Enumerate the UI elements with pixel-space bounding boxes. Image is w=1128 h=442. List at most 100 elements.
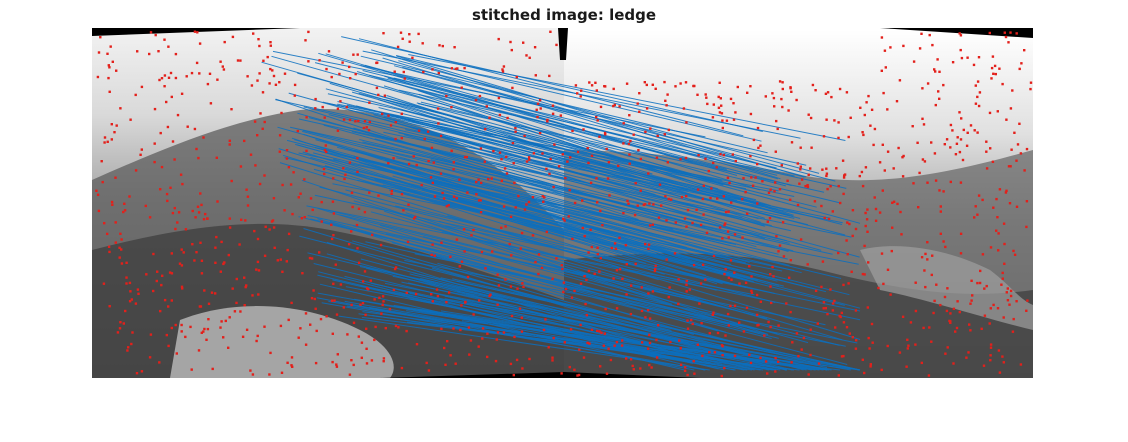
feature-point <box>991 160 995 163</box>
feature-point <box>985 140 988 143</box>
feature-point <box>534 260 537 264</box>
feature-point <box>365 126 368 129</box>
feature-point <box>118 246 121 249</box>
match-line <box>414 253 858 344</box>
feature-point <box>203 289 206 292</box>
feature-point <box>711 313 714 316</box>
feature-point <box>355 223 359 227</box>
feature-point <box>1000 283 1003 286</box>
feature-point <box>788 276 791 279</box>
feature-point <box>360 341 364 344</box>
feature-point <box>943 143 946 146</box>
feature-point <box>871 341 874 344</box>
feature-point <box>362 126 366 130</box>
feature-point <box>167 45 170 48</box>
feature-point <box>300 217 303 220</box>
feature-point <box>228 316 231 319</box>
feature-point <box>235 277 238 281</box>
feature-point <box>186 125 189 128</box>
feature-point <box>923 160 927 163</box>
feature-point <box>159 131 162 135</box>
feature-point <box>917 206 920 209</box>
feature-point <box>214 292 217 295</box>
feature-point <box>527 200 531 204</box>
feature-point <box>926 241 929 244</box>
feature-point <box>860 170 864 174</box>
feature-point <box>156 270 159 273</box>
feature-point <box>323 149 327 152</box>
feature-point <box>552 336 555 340</box>
feature-point <box>756 126 760 130</box>
feature-point <box>678 339 681 342</box>
feature-point <box>830 95 833 99</box>
feature-point <box>959 34 963 37</box>
feature-point <box>576 374 579 377</box>
feature-point <box>928 326 931 329</box>
feature-point <box>202 330 205 333</box>
feature-point <box>721 345 724 348</box>
feature-point <box>736 85 739 89</box>
feature-point <box>614 247 618 250</box>
feature-point <box>206 327 210 331</box>
feature-point <box>263 120 266 124</box>
feature-point <box>938 97 941 100</box>
feature-point <box>719 97 722 100</box>
feature-point <box>750 275 753 278</box>
feature-point <box>750 291 754 295</box>
feature-point <box>992 303 995 307</box>
feature-point <box>508 242 511 246</box>
feature-point <box>918 171 921 175</box>
feature-point <box>244 219 247 222</box>
feature-point <box>564 287 568 291</box>
feature-point <box>959 181 963 184</box>
feature-point <box>971 294 974 297</box>
feature-point <box>191 243 194 246</box>
match-line <box>445 225 861 312</box>
feature-point <box>206 217 209 220</box>
feature-point <box>243 276 246 279</box>
feature-point <box>603 131 607 135</box>
feature-point <box>955 142 959 145</box>
feature-point <box>569 156 572 159</box>
match-line <box>345 189 776 303</box>
feature-point <box>414 292 418 296</box>
feature-point <box>865 101 868 104</box>
feature-point <box>1013 131 1016 134</box>
feature-point <box>773 105 776 108</box>
feature-point <box>387 114 390 117</box>
feature-point <box>813 200 817 203</box>
feature-point <box>697 154 700 157</box>
feature-point <box>809 353 812 357</box>
feature-point <box>1002 222 1006 225</box>
feature-point <box>665 258 668 261</box>
feature-point <box>997 232 1000 235</box>
feature-point <box>588 81 591 84</box>
feature-point <box>528 56 531 59</box>
feature-point <box>195 251 198 254</box>
feature-point <box>149 333 153 336</box>
feature-point <box>568 188 571 192</box>
feature-point <box>207 318 210 321</box>
feature-point <box>776 127 779 131</box>
feature-point <box>1015 205 1019 208</box>
feature-point <box>727 276 731 279</box>
feature-point <box>677 302 680 306</box>
feature-point <box>613 242 617 245</box>
feature-point <box>490 177 493 180</box>
feature-point <box>867 336 870 340</box>
feature-point <box>749 112 753 116</box>
feature-point <box>1001 355 1004 358</box>
feature-point <box>506 116 509 120</box>
feature-point <box>985 150 988 153</box>
feature-point <box>636 204 639 207</box>
feature-point <box>106 140 109 143</box>
feature-point <box>122 210 125 214</box>
feature-point <box>806 184 809 187</box>
match-line <box>378 107 761 205</box>
feature-point <box>851 234 854 238</box>
feature-point <box>297 196 300 199</box>
feature-point <box>551 277 554 280</box>
feature-point <box>657 324 660 327</box>
feature-point <box>862 133 865 137</box>
feature-point <box>902 44 905 48</box>
